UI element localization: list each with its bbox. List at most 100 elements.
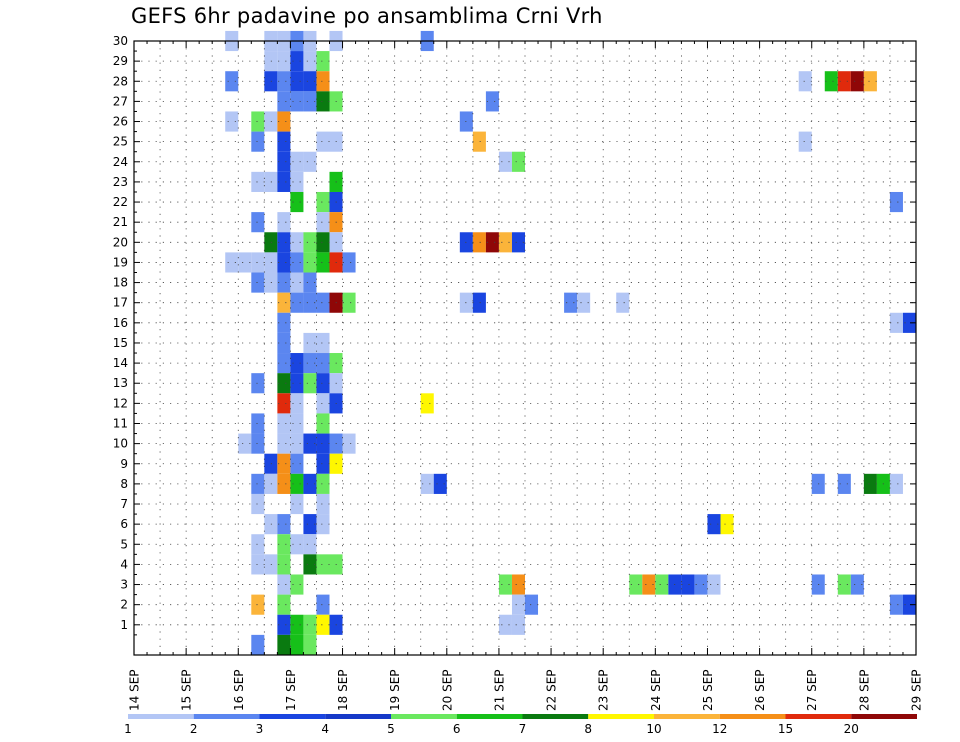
legend-swatch: [851, 714, 917, 719]
heatmap-cell: [303, 353, 317, 374]
heatmap-cell: [277, 574, 291, 595]
heatmap-cell: [472, 292, 486, 313]
heatmap-cell: [342, 433, 356, 454]
heatmap-cell: [316, 292, 330, 313]
x-tick-label: 22 SEP: [545, 669, 559, 711]
heatmap-cell: [277, 473, 291, 494]
heatmap-cell: [837, 574, 851, 595]
legend-swatch: [259, 714, 326, 719]
heatmap-cell: [303, 534, 317, 555]
heatmap-cell: [498, 151, 512, 172]
x-tick-label: 14 SEP: [128, 669, 142, 711]
heatmap-cell: [616, 292, 630, 313]
y-tick-label: 8: [120, 477, 128, 491]
heatmap-cell: [316, 252, 330, 273]
y-tick-label: 17: [113, 296, 128, 310]
heatmap-cell: [316, 594, 330, 615]
legend-label: 6: [453, 722, 461, 736]
heatmap-cell: [290, 171, 304, 192]
heatmap-cell: [303, 514, 317, 535]
heatmap-cell: [290, 232, 304, 253]
x-tick-label: 18 SEP: [336, 669, 350, 711]
heatmap-cell: [316, 433, 330, 454]
heatmap-cell: [303, 252, 317, 273]
heatmap-cell: [290, 534, 304, 555]
heatmap-cell: [225, 71, 239, 92]
heatmap-cell: [290, 151, 304, 172]
x-axis: 14 SEP 15 SEP 16 SEP 17 SEP 18 SEP 19 SEP 20 S…: [128, 41, 924, 711]
legend-label: 15: [778, 722, 793, 736]
heatmap-cell: [837, 71, 851, 92]
heatmap-cell: [238, 252, 252, 273]
heatmap-cell: [225, 111, 239, 132]
x-tick-label: 26 SEP: [753, 669, 767, 711]
heatmap-cell: [316, 493, 330, 515]
heatmap-cell: [290, 191, 304, 213]
heatmap-cell: [863, 71, 877, 92]
heatmap-cell: [511, 151, 525, 172]
y-tick-label: 27: [113, 94, 128, 108]
legend-swatch: [719, 714, 786, 719]
legend-label: 2: [190, 722, 198, 736]
heatmap-cell: [316, 232, 330, 253]
heatmap-cell: [303, 614, 317, 635]
heatmap-cell: [316, 393, 330, 414]
heatmap-cell: [316, 453, 330, 474]
heatmap-cell: [290, 292, 304, 313]
y-axis: 1234567891011121314151617181920212223242…: [113, 34, 916, 656]
heatmap-cell: [290, 614, 304, 635]
heatmap-cell: [277, 292, 291, 313]
heatmap-cell: [824, 71, 838, 92]
heatmap-cell: [277, 51, 291, 72]
heatmap-cell: [511, 574, 525, 595]
y-tick-label: 2: [120, 598, 128, 612]
heatmap-cell: [290, 91, 304, 112]
y-tick-label: 9: [120, 457, 128, 471]
heatmap-cell: [251, 413, 265, 434]
heatmap-cell: [303, 51, 317, 72]
heatmap-cell: [707, 574, 721, 595]
heatmap-cell: [290, 252, 304, 273]
heatmap-cell: [707, 514, 721, 535]
x-tick-label: 17 SEP: [284, 669, 298, 711]
heatmap-cell: [889, 473, 903, 494]
y-tick-label: 20: [113, 235, 128, 249]
x-tick-label: 19 SEP: [388, 669, 402, 711]
heatmap-cell: [316, 614, 330, 635]
heatmap-cell: [472, 232, 486, 253]
heatmap-cell: [277, 393, 291, 414]
heatmap-cell: [472, 131, 486, 152]
heatmap-cell: [577, 292, 591, 313]
heatmap-cell: [316, 473, 330, 494]
heatmap-cell: [889, 191, 903, 213]
heatmap-cell: [277, 91, 291, 112]
heatmap-cell: [238, 433, 252, 454]
heatmap-cell: [290, 433, 304, 454]
x-tick-label: 21 SEP: [492, 669, 506, 711]
heatmap-cell: [798, 131, 812, 152]
y-tick-label: 7: [120, 497, 128, 511]
heatmap-cell: [303, 232, 317, 253]
heatmap-cell: [303, 272, 317, 293]
heatmap-cell: [251, 433, 265, 454]
heatmap-cell: [251, 111, 265, 132]
y-tick-label: 10: [113, 437, 128, 451]
legend-label: 10: [646, 722, 661, 736]
legend-swatch: [785, 714, 852, 719]
heatmap-cell: [303, 473, 317, 494]
heatmap-cell: [277, 131, 291, 152]
legend-label: 4: [321, 722, 329, 736]
heatmap-cell: [251, 373, 265, 394]
heatmap-cell: [290, 272, 304, 293]
heatmap-cell: [303, 71, 317, 92]
heatmap-cell: [290, 353, 304, 374]
heatmap-cell: [316, 212, 330, 233]
heatmap-cell: [485, 91, 499, 112]
heatmap-cell: [303, 373, 317, 394]
heatmap-cell: [277, 272, 291, 293]
heatmap-cell: [642, 574, 656, 595]
heatmap-cell: [277, 554, 291, 575]
y-tick-label: 18: [113, 276, 128, 290]
heatmap-cell: [316, 91, 330, 112]
heatmap-cell: [902, 312, 916, 333]
